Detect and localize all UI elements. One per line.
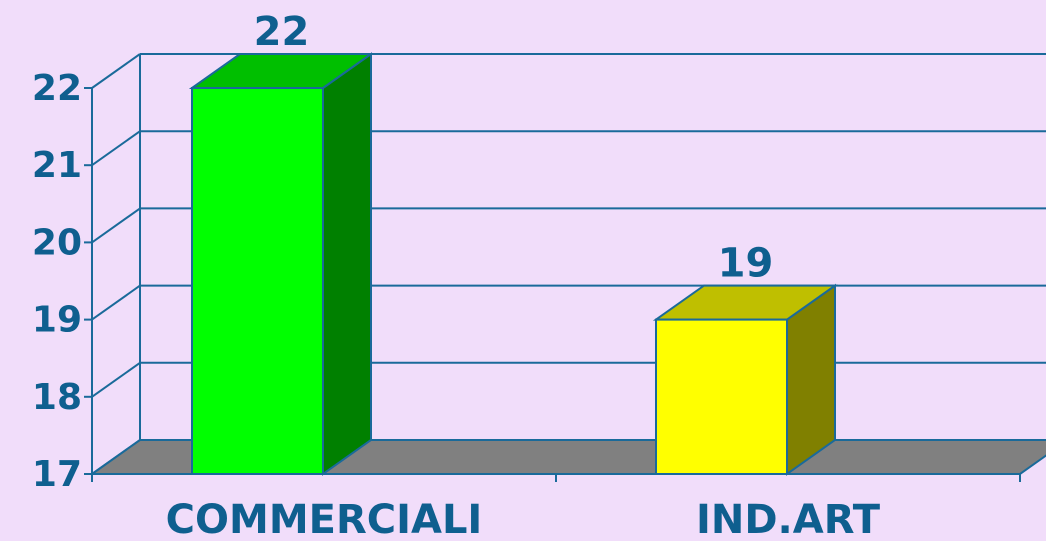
y-tick-label: 21: [32, 145, 82, 186]
wall-line: [91, 284, 141, 321]
bar: [655, 318, 788, 475]
y-tick-label: 18: [32, 377, 82, 418]
wall-line: [91, 361, 141, 398]
wall-line: [91, 130, 141, 167]
bar-side: [322, 52, 372, 476]
bar: [191, 87, 324, 475]
y-tick-label: 17: [32, 454, 82, 495]
y-tick-label: 20: [32, 222, 82, 263]
y-tick-label: 19: [32, 300, 82, 341]
value-label: 19: [718, 241, 774, 287]
wall-line: [91, 207, 141, 244]
wall-line: [91, 53, 141, 89]
value-label: 22: [254, 9, 310, 55]
x-tick-label: COMMERCIALI: [166, 497, 483, 541]
x-tick-label: IND.ART: [696, 497, 881, 541]
y-tick-label: 22: [32, 68, 82, 109]
